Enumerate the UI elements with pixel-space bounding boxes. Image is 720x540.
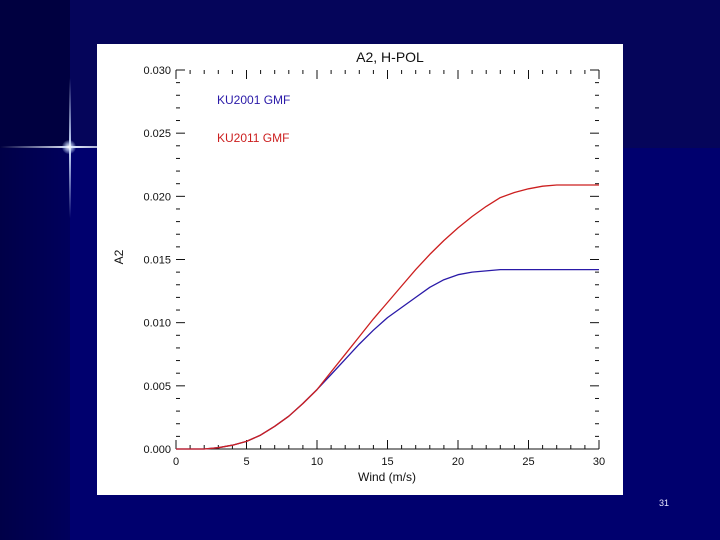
x-tick-label: 5 [243, 456, 249, 468]
x-tick-label: 0 [173, 456, 179, 468]
legend: KU2001 GMF KU2011 GMF [217, 93, 290, 145]
y-tick-label: 0.000 [143, 444, 171, 456]
series-line-1 [176, 268, 599, 450]
plot-panel: A2, H-POL 0 5 10 15 20 25 30 0.000 0.005 0.010 0.0… [97, 44, 623, 495]
legend-entry-1: KU2001 GMF [217, 93, 290, 107]
y-tick-label: 0.010 [143, 318, 171, 330]
x-tick-label: 20 [452, 456, 464, 468]
legend-entry-2: KU2011 GMF [217, 131, 289, 145]
sparkle-star-icon [62, 140, 76, 154]
series-line-2 [176, 184, 599, 450]
y-tick-label: 0.030 [143, 65, 171, 77]
sparkle-horizontal-ray [0, 146, 170, 148]
x-tick-label: 15 [381, 456, 393, 468]
y-tick-label: 0.020 [143, 191, 171, 203]
slide-number: 31 [659, 498, 670, 508]
slide-corner-band [0, 0, 70, 148]
y-axis-label: A2 [112, 249, 126, 264]
y-tick-label: 0.025 [143, 128, 171, 140]
axis-ticks: 0 5 10 15 20 25 30 0.000 0.005 0.010 0.015 0.020 0.0… [143, 65, 605, 468]
series-group [176, 184, 599, 450]
chart-title: A2, H-POL [356, 49, 424, 65]
y-tick-label: 0.005 [143, 381, 171, 393]
y-tick-label: 0.015 [143, 255, 171, 267]
x-tick-label: 30 [593, 456, 605, 468]
a2-hpol-chart: A2, H-POL 0 5 10 15 20 25 30 0.000 0.005 0.010 0.0… [112, 49, 605, 484]
x-tick-label: 25 [522, 456, 534, 468]
x-tick-label: 10 [311, 456, 323, 468]
x-axis-label: Wind (m/s) [358, 470, 416, 484]
